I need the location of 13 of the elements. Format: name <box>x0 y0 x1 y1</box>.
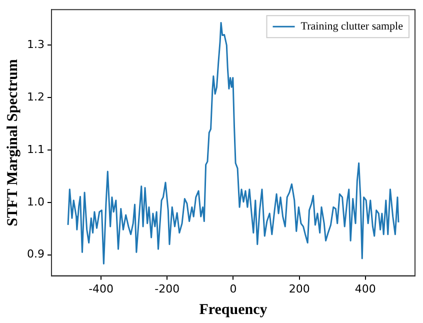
y-tick-label: 1.3 <box>26 38 44 52</box>
x-tick-label: 200 <box>288 282 310 296</box>
y-tick-label: 1.0 <box>26 195 44 208</box>
x-tick-label: -400 <box>88 282 114 296</box>
legend-label: Training clutter sample <box>300 20 404 32</box>
y-axis-title: STFT Marginal Spectrum <box>4 58 21 226</box>
x-tick-label: 0 <box>230 282 237 296</box>
x-tick-label: 400 <box>354 282 376 296</box>
y-tick-label: 0.9 <box>26 248 44 261</box>
x-tick-label: -200 <box>154 282 180 296</box>
y-tick-label: 1.2 <box>26 90 44 104</box>
x-axis-title: Frequency <box>199 302 268 318</box>
y-tick-label: 1.1 <box>26 142 44 156</box>
